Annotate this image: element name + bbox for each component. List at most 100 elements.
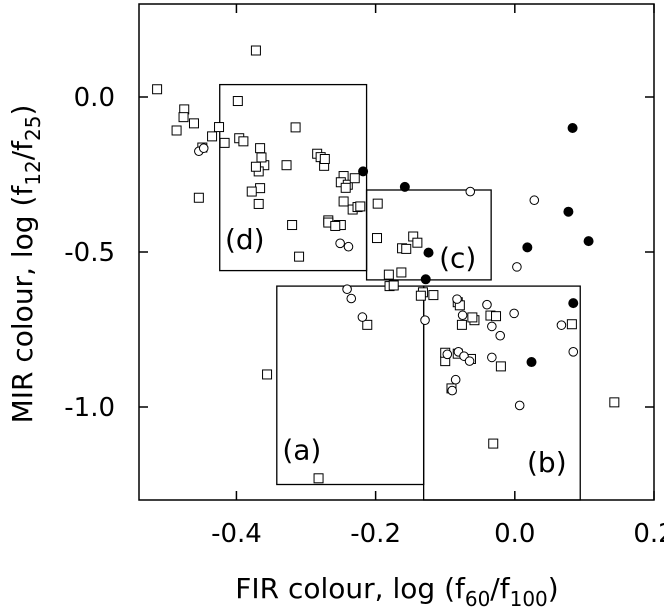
open-square-point: [340, 182, 351, 193]
y-tick-label: 0.0: [74, 83, 115, 113]
open-square-point: [219, 137, 230, 148]
x-axis-title-prefix: FIR colour, log (f: [235, 572, 466, 605]
open-square-point: [152, 84, 163, 95]
open-square-point: [238, 136, 249, 147]
open-circle-point: [452, 294, 462, 304]
filled-circle-point: [522, 242, 533, 253]
open-circle-point: [512, 262, 522, 272]
open-square-point: [412, 237, 423, 248]
region-label: (b): [527, 446, 567, 479]
open-square-point: [609, 397, 620, 408]
filled-circle-point: [423, 247, 434, 258]
open-square-point: [313, 473, 324, 484]
open-square-point: [250, 45, 261, 56]
filled-circle-point: [583, 236, 594, 247]
y-axis-title-prefix: MIR colour, log (f: [6, 185, 39, 424]
open-square-point: [401, 243, 412, 254]
open-circle-point: [568, 347, 579, 357]
open-square-point: [566, 319, 577, 330]
x-axis-title-suffix: ): [548, 572, 559, 605]
open-square-point: [250, 161, 261, 172]
filled-circle-point: [567, 123, 578, 133]
x-tick-label: -0.2: [350, 519, 401, 549]
open-square-point: [171, 125, 182, 136]
open-square-point: [294, 251, 305, 262]
open-square-point: [178, 112, 189, 123]
open-circle-point: [343, 241, 354, 252]
open-square-point: [383, 269, 394, 280]
region-box: [219, 83, 368, 272]
x-tick-label: -0.4: [211, 519, 262, 549]
x-tick-label: 0.0: [494, 519, 535, 549]
open-square-point: [281, 160, 292, 171]
open-circle-point: [450, 374, 461, 385]
open-circle-point: [529, 195, 540, 206]
open-square-point: [207, 131, 218, 142]
open-circle-point: [482, 299, 492, 310]
y-axis-title-suffix: ): [6, 105, 39, 116]
x-axis-title-sub1: 60: [465, 587, 490, 611]
open-square-point: [214, 122, 225, 133]
open-square-point: [456, 319, 467, 330]
y-tick-label: -1.0: [64, 393, 115, 423]
open-square-point: [232, 96, 243, 107]
open-square-point: [330, 220, 341, 231]
open-square-point: [290, 122, 301, 133]
data-points: [152, 45, 620, 484]
open-square-point: [253, 198, 264, 209]
filled-circle-point: [563, 206, 574, 217]
y-axis-title-mid: /f: [6, 140, 39, 160]
open-circle-point: [335, 238, 345, 249]
open-square-point: [415, 290, 426, 301]
x-axis-title-sub2: 100: [510, 587, 548, 611]
open-circle-point: [487, 352, 497, 363]
plot-frame: [138, 3, 655, 501]
open-square-point: [428, 290, 439, 301]
y-axis-title-sub2: 25: [21, 116, 45, 141]
open-square-point: [388, 280, 399, 291]
open-square-point: [349, 173, 360, 184]
open-square-point: [488, 438, 499, 449]
open-square-point: [467, 312, 478, 323]
open-circle-point: [509, 308, 519, 319]
open-square-point: [255, 143, 266, 154]
region-label: (a): [282, 434, 321, 467]
x-axis-title: FIR colour, log (f60/f100): [235, 572, 558, 611]
open-square-point: [372, 198, 383, 209]
open-circle-point: [556, 320, 567, 330]
region-label: (d): [225, 223, 265, 256]
open-circle-point: [464, 356, 475, 366]
open-circle-point: [487, 321, 497, 332]
open-square-point: [256, 152, 267, 163]
open-square-point: [495, 361, 506, 372]
open-circle-point: [198, 143, 209, 153]
open-circle-point: [357, 312, 368, 322]
open-circle-point: [342, 284, 352, 295]
open-circle-point: [447, 385, 457, 396]
open-square-point: [396, 267, 407, 278]
plot-area: [138, 3, 655, 501]
open-square-point: [491, 311, 502, 322]
x-axis-title-mid: /f: [490, 572, 510, 605]
open-square-point: [355, 201, 366, 212]
region-box: [422, 285, 581, 501]
filled-circle-point: [420, 274, 431, 285]
y-axis-title: MIR colour, log (f12/f25): [6, 105, 45, 424]
open-square-point: [372, 233, 383, 244]
region-boxes: (a) (b) (c) (d): [219, 83, 581, 501]
open-square-point: [287, 220, 298, 231]
open-circle-point: [346, 293, 357, 304]
open-square-point: [338, 196, 349, 207]
open-circle-point: [442, 349, 453, 360]
filled-circle-point: [526, 357, 537, 368]
y-tick-label: -0.5: [64, 238, 115, 268]
open-square-point: [319, 154, 330, 164]
open-square-point: [255, 183, 266, 194]
open-square-point: [246, 186, 257, 197]
open-square-point: [362, 319, 373, 330]
open-circle-point: [514, 400, 525, 411]
region-label: (c): [439, 242, 476, 275]
open-circle-point: [420, 315, 430, 326]
x-tick-label: 0.2: [633, 519, 664, 549]
